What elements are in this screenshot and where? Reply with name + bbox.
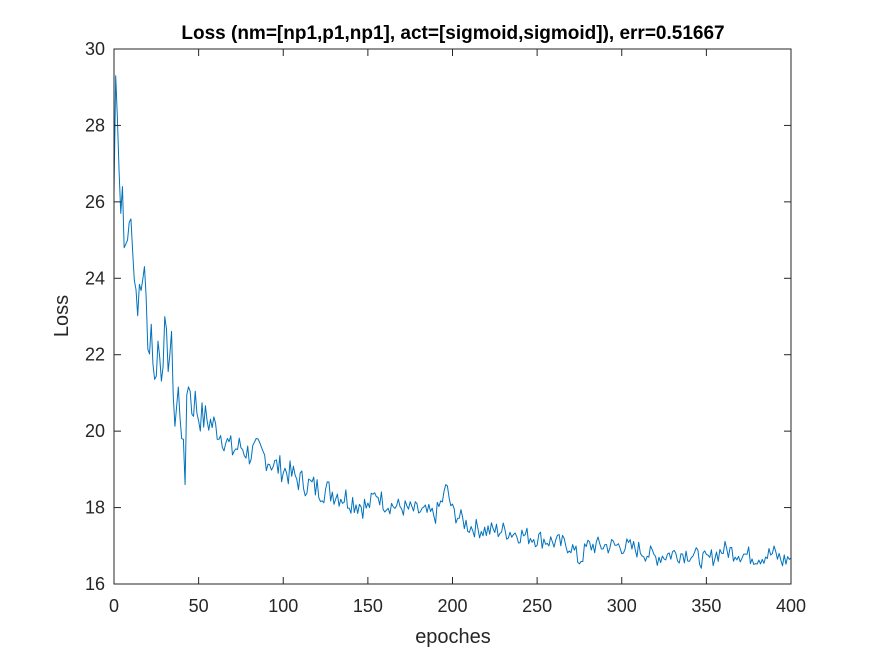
x-tick-label: 200 — [437, 596, 467, 616]
series-layer — [113, 75, 792, 569]
loss-series-line — [113, 75, 792, 569]
x-axis-label: epoches — [415, 626, 491, 648]
x-tick-label: 300 — [607, 596, 637, 616]
y-tick-label: 24 — [85, 268, 105, 288]
plot-area — [114, 49, 791, 584]
x-tick-label: 0 — [109, 596, 119, 616]
x-tick-label: 150 — [353, 596, 383, 616]
y-tick-label: 28 — [85, 115, 105, 135]
y-tick-label: 18 — [85, 498, 105, 518]
y-axis-label: Loss — [51, 295, 73, 337]
ticks-layer: 0 50 100 150 200 250 300 350 400 16 18 20 22 24 26 28 30 — [85, 39, 806, 616]
x-tick-label: 250 — [522, 596, 552, 616]
x-tick-label: 400 — [776, 596, 806, 616]
chart-title: Loss (nm=[np1,p1,np1], act=[sigmoid,sigm… — [181, 23, 724, 44]
y-tick-label: 16 — [85, 574, 105, 594]
y-tick-label: 22 — [85, 345, 105, 365]
y-tick-label: 30 — [85, 39, 105, 59]
x-tick-label: 350 — [691, 596, 721, 616]
y-tick-label: 20 — [85, 421, 105, 441]
axes-box — [113, 48, 792, 585]
x-tick-label: 100 — [268, 596, 298, 616]
y-tick-label: 26 — [85, 192, 105, 212]
x-tick-label: 50 — [189, 596, 209, 616]
